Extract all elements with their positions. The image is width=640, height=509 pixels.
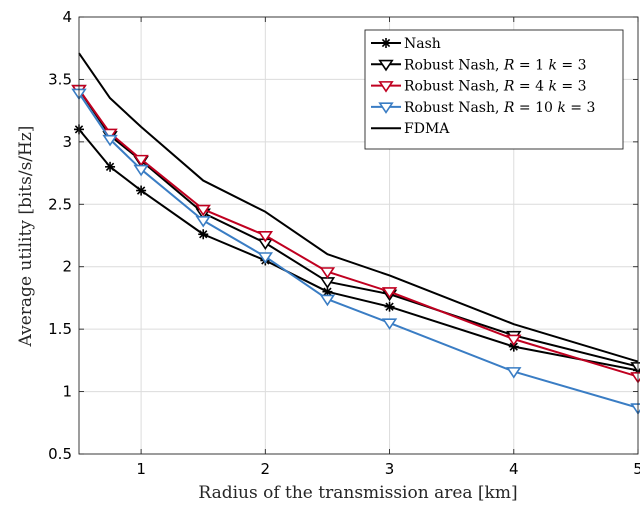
legend-marker: [378, 59, 394, 72]
data-point: [105, 161, 116, 172]
legend-label: Nash: [404, 36, 441, 52]
y-tick-label: 3.5: [48, 70, 72, 88]
y-tick-label: 1: [62, 383, 72, 401]
y-tick-label: 4: [62, 8, 72, 26]
x-tick-label: 5: [633, 460, 640, 478]
data-point: [381, 318, 398, 330]
data-point: [102, 134, 118, 147]
plot-frame: [78, 16, 639, 455]
y-tick-label: 2: [62, 258, 72, 276]
legend-label: FDMA: [404, 121, 450, 137]
data-point: [257, 252, 274, 264]
legend-entry: Robust Nash, R = 10 k = 3: [371, 100, 595, 116]
series-layer: [71, 52, 640, 415]
legend-entry: Nash: [371, 36, 441, 52]
legend-marker: [378, 102, 394, 114]
data-point: [384, 301, 395, 312]
axes: 1 2 3 4 5 0.5 1 1.5 2 2.5 3 3.5 4: [48, 8, 640, 478]
legend-label: Robust Nash, R = 10 k = 3: [404, 100, 595, 116]
data-point: [195, 215, 211, 228]
legend-entry: Robust Nash, R = 1 k = 3: [371, 57, 587, 73]
legend-entry: FDMA: [371, 121, 450, 137]
x-tick-label: 1: [136, 460, 146, 478]
y-tick-label: 1.5: [48, 320, 72, 338]
data-point: [257, 230, 274, 243]
legend-label: Robust Nash, R = 1 k = 3: [404, 57, 587, 73]
data-point: [506, 334, 522, 347]
data-point: [506, 367, 522, 379]
legend-marker: [381, 38, 391, 48]
data-point: [195, 204, 211, 217]
data-point: [133, 164, 149, 177]
y-tick-label: 3: [62, 133, 72, 151]
x-axis-label: Radius of the transmission area [km]: [198, 483, 517, 503]
legend-marker: [378, 81, 394, 93]
legend-label: Robust Nash, R = 4 k = 3: [404, 79, 587, 95]
data-point: [136, 185, 147, 196]
x-tick-label: 4: [509, 460, 519, 478]
x-tick-label: 3: [385, 460, 395, 478]
legend: Nash Robust Nash, R = 1 k = 3 Robust Nash,…: [364, 29, 624, 150]
series-line: [78, 52, 639, 363]
data-point: [198, 229, 209, 240]
y-tick-label: 2.5: [48, 195, 72, 213]
legend-entry: Robust Nash, R = 4 k = 3: [371, 79, 587, 95]
data-point: [319, 267, 336, 279]
data-point: [133, 154, 149, 167]
legend-box: [364, 29, 624, 150]
data-point: [319, 294, 336, 307]
series-4: [78, 52, 639, 363]
data-point: [381, 287, 398, 299]
y-tick-label: 0.5: [48, 445, 72, 463]
y-axis-label: Average utility [bits/s/Hz]: [16, 126, 36, 348]
x-tick-label: 2: [261, 460, 271, 478]
